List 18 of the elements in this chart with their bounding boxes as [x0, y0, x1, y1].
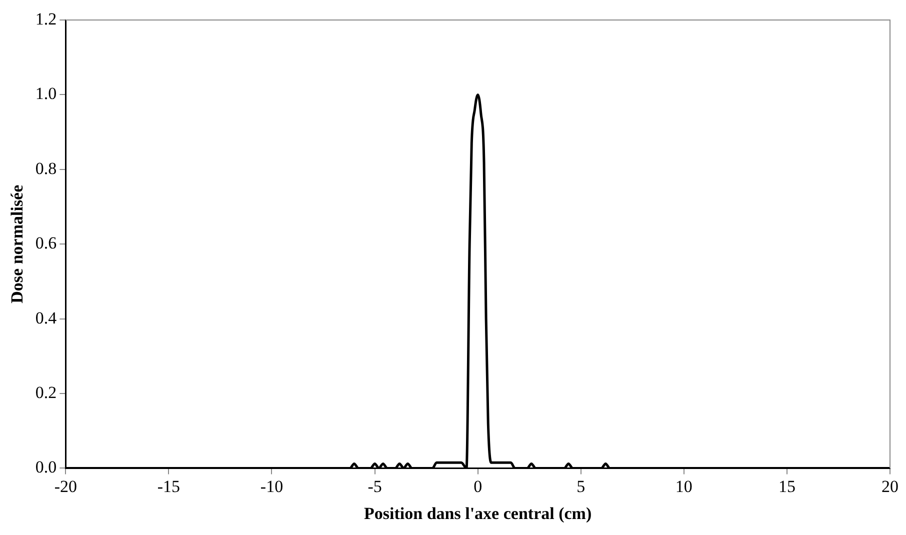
y-tick-label: 0.0: [35, 458, 57, 477]
y-tick-label: 0.2: [35, 382, 57, 402]
y-tick-label: 0.4: [35, 308, 58, 328]
y-tick-label: 1.2: [35, 9, 57, 28]
y-axis-title: Dose normalisée: [8, 184, 27, 304]
y-tick-label: 0.8: [35, 158, 57, 178]
x-tick-label: 0: [474, 476, 482, 496]
y-tick-label: 0.6: [35, 234, 57, 253]
x-tick-label: 20: [882, 476, 898, 496]
y-tick-label: 1.0: [35, 84, 57, 104]
x-tick-label: -20: [54, 476, 77, 496]
x-tick-label: -15: [157, 476, 180, 496]
x-tick-label: 5: [576, 476, 586, 496]
x-tick-label: 15: [778, 476, 796, 496]
x-tick-label: 10: [675, 476, 692, 496]
x-axis-title: Position dans l'axe central (cm): [364, 504, 592, 524]
x-tick-label: -10: [260, 476, 284, 496]
x-tick-label: -5: [368, 476, 382, 496]
